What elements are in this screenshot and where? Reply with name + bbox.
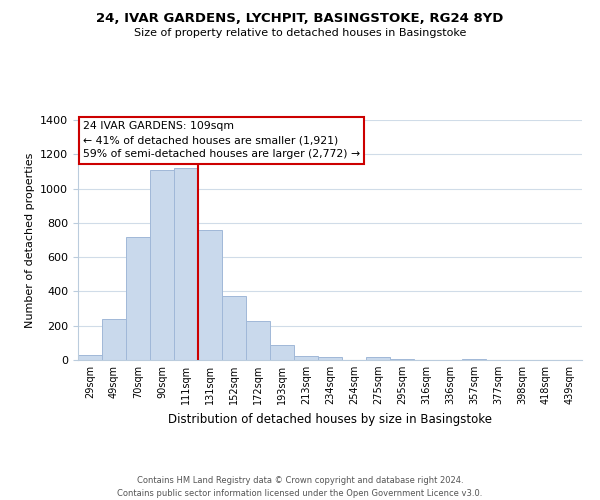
Bar xyxy=(390,359,414,360)
Text: 24, IVAR GARDENS, LYCHPIT, BASINGSTOKE, RG24 8YD: 24, IVAR GARDENS, LYCHPIT, BASINGSTOKE, … xyxy=(97,12,503,26)
Bar xyxy=(126,236,150,360)
Bar xyxy=(366,357,390,360)
Bar xyxy=(198,230,222,360)
X-axis label: Distribution of detached houses by size in Basingstoke: Distribution of detached houses by size … xyxy=(168,412,492,426)
Text: Contains HM Land Registry data © Crown copyright and database right 2024.
Contai: Contains HM Land Registry data © Crown c… xyxy=(118,476,482,498)
Text: Size of property relative to detached houses in Basingstoke: Size of property relative to detached ho… xyxy=(134,28,466,38)
Bar xyxy=(318,357,342,360)
Bar xyxy=(246,320,270,360)
Bar xyxy=(150,170,174,360)
Bar xyxy=(222,296,246,360)
Bar xyxy=(102,319,126,360)
Bar xyxy=(174,168,198,360)
Y-axis label: Number of detached properties: Number of detached properties xyxy=(25,152,35,328)
Bar xyxy=(78,355,102,360)
Bar xyxy=(270,344,294,360)
Bar xyxy=(294,356,318,360)
Bar xyxy=(462,359,486,360)
Text: 24 IVAR GARDENS: 109sqm
← 41% of detached houses are smaller (1,921)
59% of semi: 24 IVAR GARDENS: 109sqm ← 41% of detache… xyxy=(83,121,360,159)
